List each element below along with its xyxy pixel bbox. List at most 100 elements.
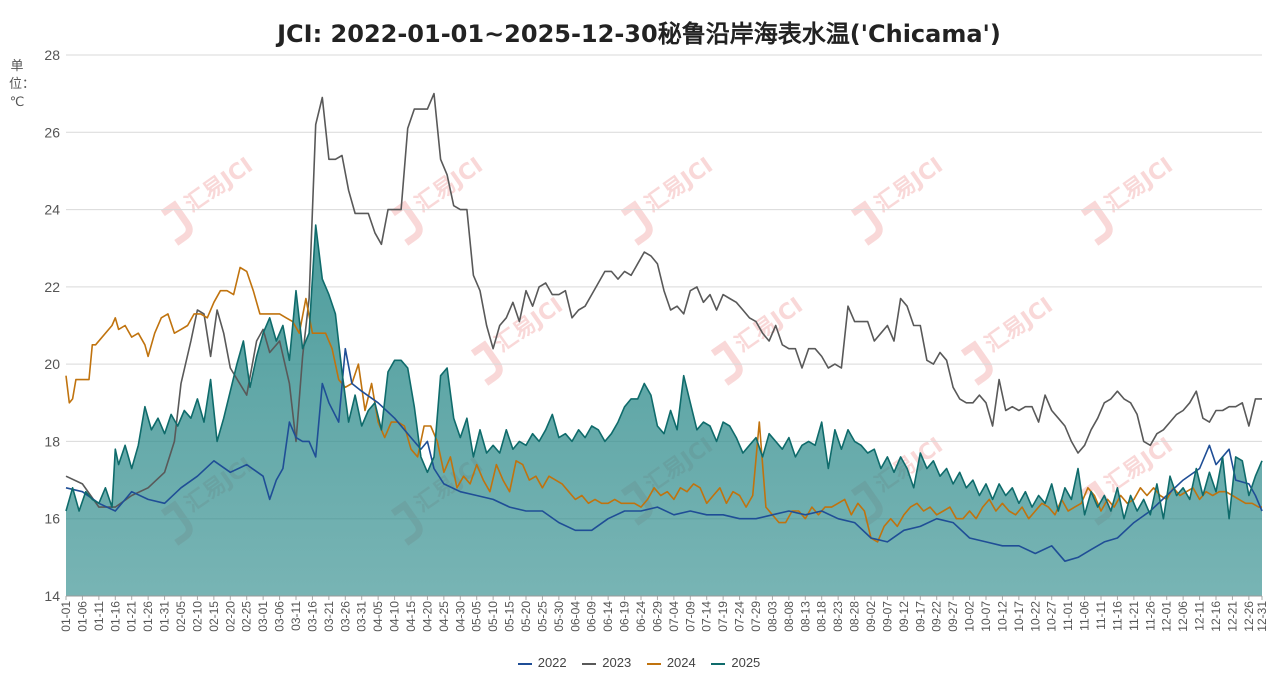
watermark-3: 汇易JCI [850, 153, 948, 246]
watermark-4: 汇易JCI [1080, 153, 1178, 246]
watermark-logo-mark [710, 340, 743, 386]
x-tick-label: 07-29 [749, 601, 763, 632]
x-tick-label: 04-15 [404, 601, 418, 632]
x-tick-label: 12-21 [1225, 601, 1239, 632]
x-tick-label: 12-06 [1176, 601, 1190, 632]
x-tick-label: 03-06 [273, 601, 287, 632]
legend-label-2024: 2024 [666, 655, 696, 670]
legend-item-2024[interactable]: 2024 [646, 655, 696, 670]
x-tick-label: 06-14 [601, 601, 615, 632]
x-tick-label: 05-10 [486, 601, 500, 632]
legend-label-2025: 2025 [731, 655, 761, 670]
x-tick-label: 02-05 [174, 601, 188, 632]
series-2025-area [66, 225, 1262, 596]
x-tick-label: 11-21 [1127, 601, 1141, 631]
x-tick-label: 10-17 [1012, 601, 1026, 632]
watermark-text: 汇易JCI [1101, 433, 1178, 497]
y-tick-label: 28 [44, 47, 60, 63]
x-tick-label: 01-21 [125, 601, 139, 632]
x-tick-label: 07-24 [733, 601, 747, 632]
x-tick-label: 02-20 [223, 601, 237, 632]
watermark-logo-mark [1080, 200, 1113, 246]
x-tick-label: 06-19 [618, 601, 632, 632]
x-tick-label: 11-06 [1078, 601, 1092, 631]
chart-title: JCI: 2022-01-01~2025-12-30秘鲁沿岸海表水温('Chic… [277, 20, 1001, 48]
x-tick-label: 07-04 [667, 601, 681, 632]
legend-label-2023: 2023 [602, 655, 632, 670]
watermark-text: 汇易JCI [641, 153, 718, 217]
x-tick-label: 10-22 [1028, 601, 1042, 632]
watermark-text: 汇易JCI [181, 153, 258, 217]
legend-swatch-2023 [582, 662, 597, 665]
x-tick-label: 03-31 [355, 601, 369, 632]
x-tick-label: 11-01 [1061, 601, 1075, 631]
x-tick-label: 03-01 [256, 601, 270, 632]
x-tick-label: 01-26 [141, 601, 155, 632]
x-tick-label: 05-25 [535, 601, 549, 632]
x-tick-label: 12-01 [1160, 601, 1174, 632]
x-tick-label: 11-16 [1110, 601, 1124, 631]
watermark-logo-mark [850, 200, 883, 246]
x-tick-label: 05-20 [519, 601, 533, 632]
x-tick-label: 08-08 [782, 601, 796, 632]
series-2022-line [65, 347, 1263, 562]
x-tick-label: 08-13 [798, 601, 812, 632]
x-tick-label: 06-09 [585, 601, 599, 632]
watermark-6: 汇易JCI [710, 293, 808, 386]
x-tick-label: 08-23 [831, 601, 845, 632]
x-tick-label: 01-01 [59, 601, 73, 632]
x-tick-label: 09-07 [880, 601, 894, 632]
watermark-2: 汇易JCI [620, 153, 718, 246]
watermark-text: 汇易JCI [871, 153, 948, 217]
x-tick-label: 05-15 [503, 601, 517, 632]
x-tick-label: 12-26 [1242, 601, 1256, 632]
x-tick-label: 03-26 [338, 601, 352, 632]
x-tick-label: 02-25 [240, 601, 254, 632]
watermark-logo-mark [470, 340, 503, 386]
legend-label-2022: 2022 [537, 655, 567, 670]
x-tick-label: 09-22 [930, 601, 944, 632]
watermark-0: 汇易JCI [160, 153, 258, 246]
x-tick-label: 09-27 [946, 601, 960, 632]
x-tick-label: 07-14 [700, 601, 714, 632]
x-tick-label: 01-06 [75, 601, 89, 632]
watermark-logo-mark [960, 340, 993, 386]
x-tick-label: 06-24 [634, 601, 648, 632]
x-tick-label: 10-27 [1045, 601, 1059, 632]
x-tick-label: 10-12 [995, 601, 1009, 632]
x-tick-label: 09-12 [897, 601, 911, 632]
x-tick-label: 09-02 [864, 601, 878, 632]
legend-item-2023[interactable]: 2023 [582, 655, 631, 670]
watermark-logo-mark [620, 200, 653, 246]
y-tick-label: 14 [44, 588, 60, 604]
watermark-text: 汇易JCI [731, 293, 808, 357]
legend: 2022 2023 2024 2025 [0, 655, 1278, 670]
x-tick-label: 03-16 [305, 601, 319, 632]
x-tick-label: 10-02 [963, 601, 977, 632]
x-tick-label: 11-26 [1143, 601, 1157, 631]
x-tick-label: 07-09 [683, 601, 697, 632]
x-tick-label: 06-04 [568, 601, 582, 632]
series-2025-line [65, 224, 1263, 520]
y-tick-label: 26 [44, 124, 60, 140]
y-tick-label: 24 [44, 202, 60, 218]
x-tick-label: 05-05 [470, 601, 484, 632]
watermark-logo-mark [160, 200, 193, 246]
legend-swatch-2024 [646, 662, 661, 665]
legend-item-2025[interactable]: 2025 [711, 655, 760, 670]
watermark-text: 汇易JCI [491, 293, 568, 357]
legend-swatch-2022 [517, 662, 532, 665]
x-tick-label: 10-07 [979, 601, 993, 632]
x-tick-label: 05-30 [552, 601, 566, 632]
y-tick-label: 16 [44, 511, 60, 527]
watermark-text: 汇易JCI [981, 293, 1058, 357]
x-tick-label: 01-16 [108, 601, 122, 632]
x-tick-label: 12-11 [1193, 601, 1207, 631]
watermark-logo-mark [390, 200, 423, 246]
legend-item-2022[interactable]: 2022 [517, 655, 567, 670]
x-tick-label: 12-16 [1209, 601, 1223, 632]
x-tick-label: 08-28 [848, 601, 862, 632]
y-tick-label: 20 [44, 356, 60, 372]
x-tick-label: 12-31 [1255, 601, 1269, 632]
